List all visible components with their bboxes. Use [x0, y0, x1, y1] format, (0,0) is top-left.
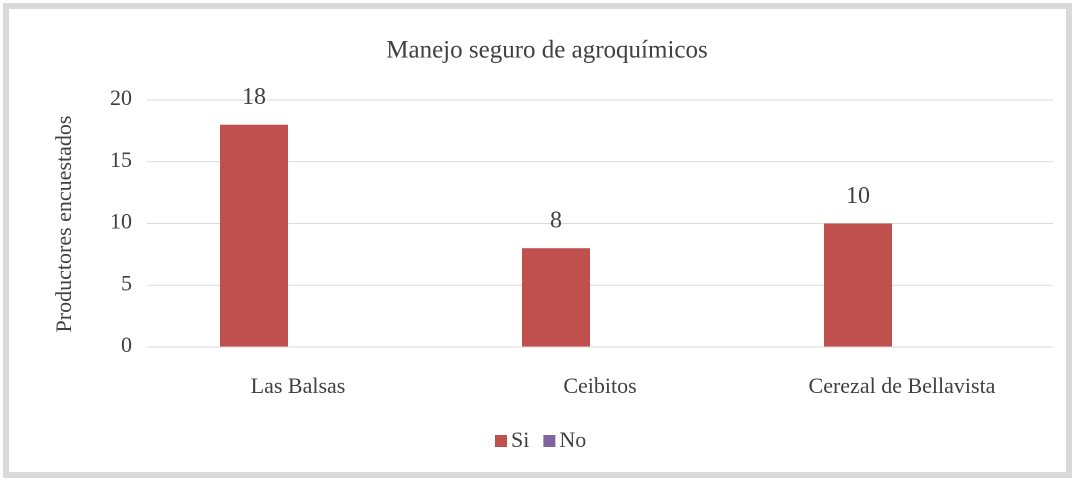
y-tick-label: 10 — [110, 209, 132, 234]
legend-label: No — [559, 427, 586, 452]
legend-swatch — [495, 435, 507, 447]
x-tick-label: Cerezal de Bellavista — [809, 373, 996, 398]
data-label: 10 — [846, 183, 870, 209]
bar — [824, 223, 892, 347]
y-tick-label: 20 — [110, 85, 132, 110]
y-axis-label: Productores encuestados — [51, 116, 76, 333]
y-tick-label: 15 — [110, 147, 132, 172]
x-tick-label: Las Balsas — [251, 373, 346, 398]
legend-label: Si — [511, 427, 529, 452]
chart-title: Manejo seguro de agroquímicos — [386, 37, 707, 64]
legend-swatch — [543, 435, 556, 447]
bar — [220, 124, 288, 347]
data-label: 8 — [550, 208, 562, 234]
y-tick-label: 0 — [121, 332, 132, 357]
y-tick-label: 5 — [121, 270, 132, 295]
x-tick-label: Ceibitos — [563, 373, 636, 398]
data-label: 18 — [242, 84, 266, 110]
bar — [522, 248, 590, 347]
chart-frame — [3, 3, 1072, 478]
